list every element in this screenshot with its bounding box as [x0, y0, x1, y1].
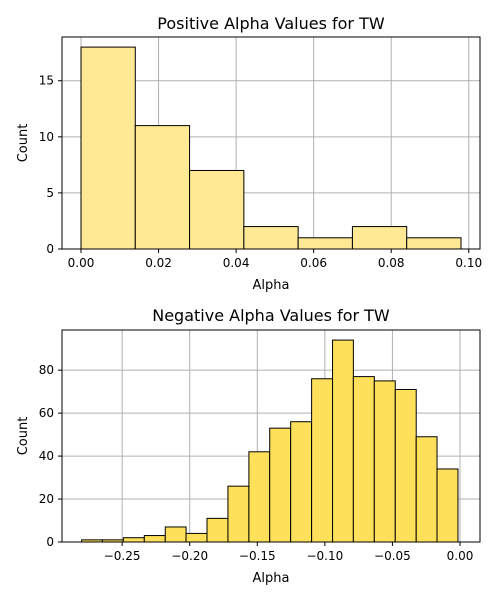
histogram-bar: [290, 421, 313, 543]
y-tick-label: 60: [39, 406, 54, 420]
axis-ticks: 0.00 0.02 0.04 0.06 0.08 0.10 0 5 10 15: [39, 74, 482, 270]
histogram-bar: [406, 237, 462, 250]
y-tick-label: 40: [39, 449, 54, 463]
x-tick-label: 0.06: [300, 256, 327, 270]
x-tick-label: 0.00: [447, 549, 474, 563]
chart-title: Positive Alpha Values for TW: [157, 14, 385, 33]
y-tick-label: 20: [39, 492, 54, 506]
x-tick-label: −0.15: [239, 549, 276, 563]
x-tick-label: 0.00: [68, 256, 95, 270]
x-tick-label: −0.20: [171, 549, 208, 563]
histogram-bar: [352, 376, 375, 543]
histogram-bar: [80, 46, 136, 250]
y-tick-label: 10: [39, 130, 54, 144]
x-axis-label: Alpha: [253, 278, 290, 293]
histogram-bar: [227, 485, 250, 543]
x-tick-label: −0.10: [306, 549, 343, 563]
histogram-bar: [143, 535, 166, 543]
y-axis-label: Count: [16, 124, 31, 163]
positive-alpha-histogram: Positive Alpha Values for TW Alpha Count…: [16, 14, 482, 293]
x-tick-label: 0.08: [378, 256, 405, 270]
histogram-bar: [394, 388, 417, 543]
histogram-bar: [243, 226, 299, 250]
histogram-bar: [311, 378, 334, 543]
histogram-bar: [122, 537, 145, 543]
y-tick-label: 15: [39, 74, 54, 88]
histogram-bar: [332, 339, 354, 543]
y-tick-label: 5: [46, 186, 54, 200]
y-tick-label: 80: [39, 363, 54, 377]
bars: [80, 46, 462, 250]
histogram-bar: [134, 125, 191, 250]
histogram-bar: [189, 169, 245, 250]
histogram-bar: [351, 226, 408, 250]
y-tick-label: 0: [46, 535, 54, 549]
bars: [81, 339, 459, 543]
x-tick-label: −0.05: [374, 549, 411, 563]
x-tick-label: 0.02: [145, 256, 172, 270]
histogram-bar: [415, 436, 438, 543]
plot-frame: [61, 329, 481, 543]
y-axis-label: Count: [16, 417, 31, 456]
histogram-bar: [185, 532, 208, 543]
x-axis-label: Alpha: [253, 571, 290, 586]
histogram-bar: [206, 517, 229, 543]
histogram-bar: [164, 526, 187, 543]
histogram-bar: [436, 468, 459, 543]
histogram-bar: [373, 380, 396, 543]
x-tick-label: 0.04: [223, 256, 250, 270]
negative-alpha-histogram: Negative Alpha Values for TW Alpha Count…: [16, 306, 481, 586]
histogram-bar: [269, 427, 292, 543]
x-tick-label: 0.10: [455, 256, 482, 270]
y-tick-label: 0: [46, 242, 54, 256]
plot-frame: [61, 36, 481, 250]
chart-title: Negative Alpha Values for TW: [152, 306, 390, 325]
x-tick-label: −0.25: [104, 549, 141, 563]
histogram-bar: [297, 237, 353, 250]
histogram-bar: [248, 451, 271, 543]
axis-ticks: −0.25 −0.20 −0.15 −0.10 −0.05 0.00 0 20 40 60 80: [39, 363, 474, 563]
